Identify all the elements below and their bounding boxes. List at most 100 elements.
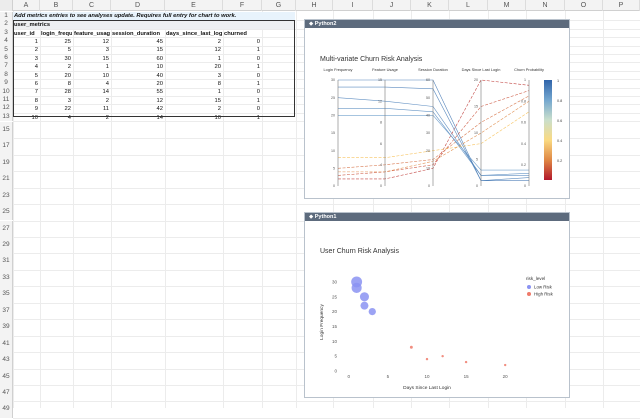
table-cell[interactable]: 10 xyxy=(31,114,38,121)
row-header-7[interactable]: 7 xyxy=(0,62,13,71)
row-header-6[interactable]: 6 xyxy=(0,54,13,63)
table-cell[interactable]: 10 xyxy=(214,114,221,121)
table-cell[interactable]: 12 xyxy=(214,47,221,54)
table-cell[interactable]: 1 xyxy=(217,89,221,96)
select-all-corner[interactable] xyxy=(0,0,13,11)
table-cell[interactable]: 0 xyxy=(256,38,260,45)
table-cell[interactable]: 5 xyxy=(34,72,38,79)
table-cell[interactable]: 4 xyxy=(67,114,71,121)
table-cell[interactable]: 2 xyxy=(67,64,71,71)
table-header-feature-usage[interactable]: feature_usage xyxy=(74,30,110,37)
row-header-41[interactable]: 41 xyxy=(0,335,13,353)
table-name-cell[interactable]: user_metrics xyxy=(13,21,295,29)
table-cell[interactable]: 14 xyxy=(102,89,109,96)
table-cell[interactable]: 15 xyxy=(156,47,163,54)
table-cell[interactable]: 4 xyxy=(34,64,38,71)
row-header-8[interactable]: 8 xyxy=(0,70,13,80)
column-header-D[interactable]: D xyxy=(111,0,165,11)
table-cell[interactable]: 8 xyxy=(217,80,221,87)
python1-panel[interactable]: ◆ Python1 User Churn Risk Analysis 0 5 10 15… xyxy=(304,212,570,398)
row-header-47[interactable]: 47 xyxy=(0,385,13,402)
table-cell[interactable]: 30 xyxy=(64,55,71,62)
column-header-G[interactable]: G xyxy=(262,0,296,11)
column-header-P[interactable]: P xyxy=(603,0,640,11)
column-header-J[interactable]: J xyxy=(373,0,411,11)
row-header-31[interactable]: 31 xyxy=(0,253,13,270)
table-cell[interactable]: 20 xyxy=(64,72,71,79)
row-header-15[interactable]: 15 xyxy=(0,121,13,139)
table-cell[interactable]: 7 xyxy=(34,89,38,96)
table-cell[interactable]: 0 xyxy=(256,106,260,113)
python2-panel[interactable]: ◆ Python2 Multi-variate Churn Risk Analy… xyxy=(304,19,570,199)
column-header-K[interactable]: K xyxy=(411,0,449,11)
table-cell[interactable]: 2 xyxy=(217,106,221,113)
table-cell[interactable]: 3 xyxy=(105,47,109,54)
table-cell[interactable]: 25 xyxy=(64,38,71,45)
note-cell[interactable]: Add metrics entries to see analyses upda… xyxy=(13,12,295,20)
row-header-37[interactable]: 37 xyxy=(0,302,13,320)
column-header-E[interactable]: E xyxy=(165,0,223,11)
table-cell[interactable]: 1 xyxy=(256,97,260,104)
column-header-O[interactable]: O xyxy=(565,0,603,11)
table-cell[interactable]: 22 xyxy=(64,106,71,113)
table-cell[interactable]: 4 xyxy=(105,80,109,87)
row-header-5[interactable]: 5 xyxy=(0,45,13,54)
table-header-user-id[interactable]: user_id xyxy=(14,30,35,37)
row-header-49[interactable]: 49 xyxy=(0,401,13,418)
column-header-B[interactable]: B xyxy=(40,0,73,11)
table-cell[interactable]: 1 xyxy=(256,64,260,71)
row-header-11[interactable]: 11 xyxy=(0,96,13,105)
table-cell[interactable]: 1 xyxy=(256,114,260,121)
row-header-39[interactable]: 39 xyxy=(0,319,13,336)
table-cell[interactable]: 1 xyxy=(34,38,38,45)
column-header-L[interactable]: L xyxy=(449,0,488,11)
row-header-45[interactable]: 45 xyxy=(0,368,13,385)
row-header-25[interactable]: 25 xyxy=(0,204,13,221)
row-header-33[interactable]: 33 xyxy=(0,269,13,287)
table-cell[interactable]: 8 xyxy=(34,97,38,104)
table-cell[interactable]: 1 xyxy=(217,55,221,62)
row-header-3[interactable]: 3 xyxy=(0,28,13,38)
table-cell[interactable]: 55 xyxy=(156,89,163,96)
table-cell[interactable]: 15 xyxy=(102,55,109,62)
column-header-A[interactable]: A xyxy=(13,0,40,11)
table-cell[interactable]: 12 xyxy=(156,97,163,104)
python1-panel-header[interactable]: ◆ Python1 xyxy=(305,213,569,221)
row-header-23[interactable]: 23 xyxy=(0,187,13,205)
table-cell[interactable]: 20 xyxy=(214,64,221,71)
table-cell[interactable]: 14 xyxy=(156,114,163,121)
row-header-13[interactable]: 13 xyxy=(0,112,13,122)
table-header-days-since-last-login[interactable]: days_since_last_login xyxy=(166,30,222,37)
table-cell[interactable]: 2 xyxy=(105,114,109,121)
table-header-session-duration[interactable]: session_duration xyxy=(112,30,160,37)
row-header-12[interactable]: 12 xyxy=(0,104,13,113)
table-cell[interactable]: 2 xyxy=(34,47,38,54)
table-cell[interactable]: 0 xyxy=(256,55,260,62)
column-header-M[interactable]: M xyxy=(488,0,526,11)
table-cell[interactable]: 8 xyxy=(67,80,71,87)
table-cell[interactable]: 0 xyxy=(256,72,260,79)
table-cell[interactable]: 5 xyxy=(67,47,71,54)
table-cell[interactable]: 10 xyxy=(102,72,109,79)
python2-panel-header[interactable]: ◆ Python2 xyxy=(305,20,569,28)
table-cell[interactable]: 9 xyxy=(34,106,38,113)
column-header-H[interactable]: H xyxy=(296,0,333,11)
table-cell[interactable]: 60 xyxy=(156,55,163,62)
row-header-21[interactable]: 21 xyxy=(0,171,13,188)
table-cell[interactable]: 11 xyxy=(102,106,109,113)
table-header-churned[interactable]: churned xyxy=(224,30,247,37)
row-header-4[interactable]: 4 xyxy=(0,37,13,46)
table-cell[interactable]: 0 xyxy=(256,89,260,96)
column-header-I[interactable]: I xyxy=(333,0,373,11)
row-header-35[interactable]: 35 xyxy=(0,286,13,303)
table-cell[interactable]: 42 xyxy=(156,106,163,113)
column-header-C[interactable]: C xyxy=(73,0,111,11)
table-cell[interactable]: 2 xyxy=(105,97,109,104)
table-cell[interactable]: 10 xyxy=(156,64,163,71)
table-cell[interactable]: 3 xyxy=(34,55,38,62)
table-cell[interactable]: 1 xyxy=(256,80,260,87)
row-header-29[interactable]: 29 xyxy=(0,236,13,254)
table-cell[interactable]: 6 xyxy=(34,80,38,87)
table-cell[interactable]: 28 xyxy=(64,89,71,96)
row-header-19[interactable]: 19 xyxy=(0,154,13,172)
